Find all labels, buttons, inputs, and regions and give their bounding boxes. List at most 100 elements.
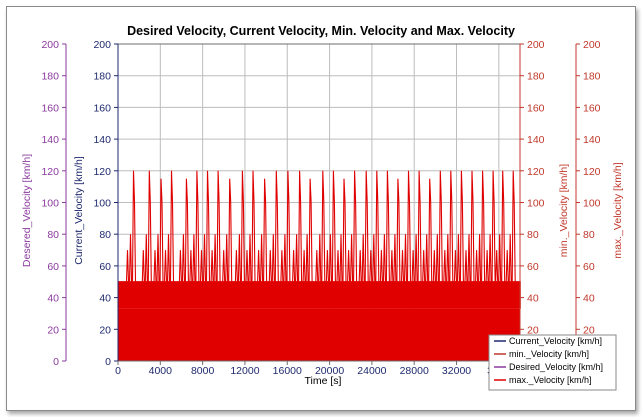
y-tick-label: 140 [527,134,545,146]
y-tick-label: 120 [41,166,59,178]
y-tick-label: 100 [93,198,111,210]
signal-spike [411,170,422,282]
y-tick-label: 160 [583,102,601,114]
y-tick-label: 0 [53,356,59,368]
signal-spike [210,170,221,282]
signal-spike [292,170,303,282]
y-tick-label: 180 [93,71,111,83]
x-tick-label: 16000 [273,365,302,377]
signal-spike [315,170,326,282]
signal-spike [257,178,268,282]
y-tick-label: 160 [93,102,111,114]
signal-spike [336,178,347,282]
y-tick-label: 180 [583,71,601,83]
signal-spike [347,170,358,282]
y-tick-label: 60 [527,261,539,273]
signal-spike [302,178,313,282]
legend-entry: min._Velocity [km/h] [509,349,589,359]
y-tick-label: 40 [99,293,111,305]
y-tick-label: 80 [47,229,59,241]
signal-spike [379,170,390,282]
signal-spike [125,170,137,282]
x-tick-label: 4000 [149,365,173,377]
signal-spike [280,170,291,282]
signal-spike [163,170,175,282]
x-axis-label: Time [s] [305,375,342,387]
signal-spike [400,170,412,282]
signal-spike [153,178,164,282]
signal-oscillation [117,281,521,309]
signal-spike [495,170,506,282]
y-tick-label: 100 [583,198,601,210]
signal-spike [453,170,464,282]
y-tick-label: 200 [93,39,111,51]
signal-spike [325,170,336,282]
y-tick-label: 140 [93,134,111,146]
y-tick-label: 140 [583,134,601,146]
velocity-signal [117,170,521,361]
y-axis-label: Desered_Velocity [km/h] [21,154,33,267]
signal-base-fill [118,308,520,361]
signal-spike [245,170,256,282]
signal-spike [178,178,189,282]
signal-spike [505,170,516,282]
y-tick-label: 40 [527,293,539,305]
y-tick-label: 200 [41,39,59,51]
y-tick-label: 40 [583,293,595,305]
y-tick-label: 80 [99,229,111,241]
y-tick-label: 20 [527,324,539,336]
x-tick-label: 28000 [400,365,429,377]
y-tick-label: 200 [527,39,545,51]
chart-title: Desired Velocity, Current Velocity, Min.… [127,24,515,38]
y-tick-label: 20 [583,324,595,336]
y-tick-label: 140 [41,134,59,146]
signal-spike [443,170,454,282]
legend: Current_Velocity [km/h] min._Velocity [km… [488,334,617,391]
y-axis-label: min._Velocity [km/h] [558,164,570,257]
legend-entry: Desired_Velocity [km/h] [509,362,603,372]
x-tick-label: 12000 [230,365,259,377]
axes: 020406080100120140160180200Desered_Veloc… [21,39,624,377]
y-tick-label: 180 [41,71,59,83]
legend-entry: max._Velocity [km/h] [509,375,592,385]
signal-spike [268,170,279,282]
signal-spike [390,178,401,282]
y-tick-label: 100 [527,198,545,210]
y-tick-label: 40 [47,293,59,305]
y-tick-label: 80 [583,229,595,241]
y-tick-label: 120 [93,166,111,178]
x-tick-label: 32000 [442,365,471,377]
signal-spike [358,170,369,282]
signal-spike [464,170,475,282]
signal-spike [234,170,245,282]
y-tick-label: 160 [41,102,59,114]
y-tick-label: 120 [583,166,601,178]
signal-spike [432,170,443,282]
x-tick-label: 20000 [315,365,344,377]
y-tick-label: 120 [527,166,545,178]
signal-spike [199,170,211,282]
signal-spike [475,170,486,282]
x-tick-label: 24000 [357,365,386,377]
y-tick-label: 100 [41,198,59,210]
y-tick-label: 60 [99,261,111,273]
y-tick-label: 80 [527,229,539,241]
x-tick-label: 0 [115,365,121,377]
y-tick-label: 20 [47,324,59,336]
signal-spike [141,170,152,282]
y-tick-label: 200 [583,39,601,51]
signal-spike [422,178,433,282]
y-tick-label: 160 [527,102,545,114]
y-tick-label: 180 [527,71,545,83]
legend-entry: Current_Velocity [km/h] [509,336,602,346]
signal-spike [222,178,233,282]
y-tick-label: 20 [99,324,111,336]
y-axis-label: Current_Velocity [km/h] [73,156,85,265]
y-tick-label: 60 [47,261,59,273]
legend-box [488,334,617,391]
y-tick-label: 60 [583,261,595,273]
signal-spike [485,170,496,282]
x-tick-label: 8000 [191,365,215,377]
signal-spike [369,170,380,282]
